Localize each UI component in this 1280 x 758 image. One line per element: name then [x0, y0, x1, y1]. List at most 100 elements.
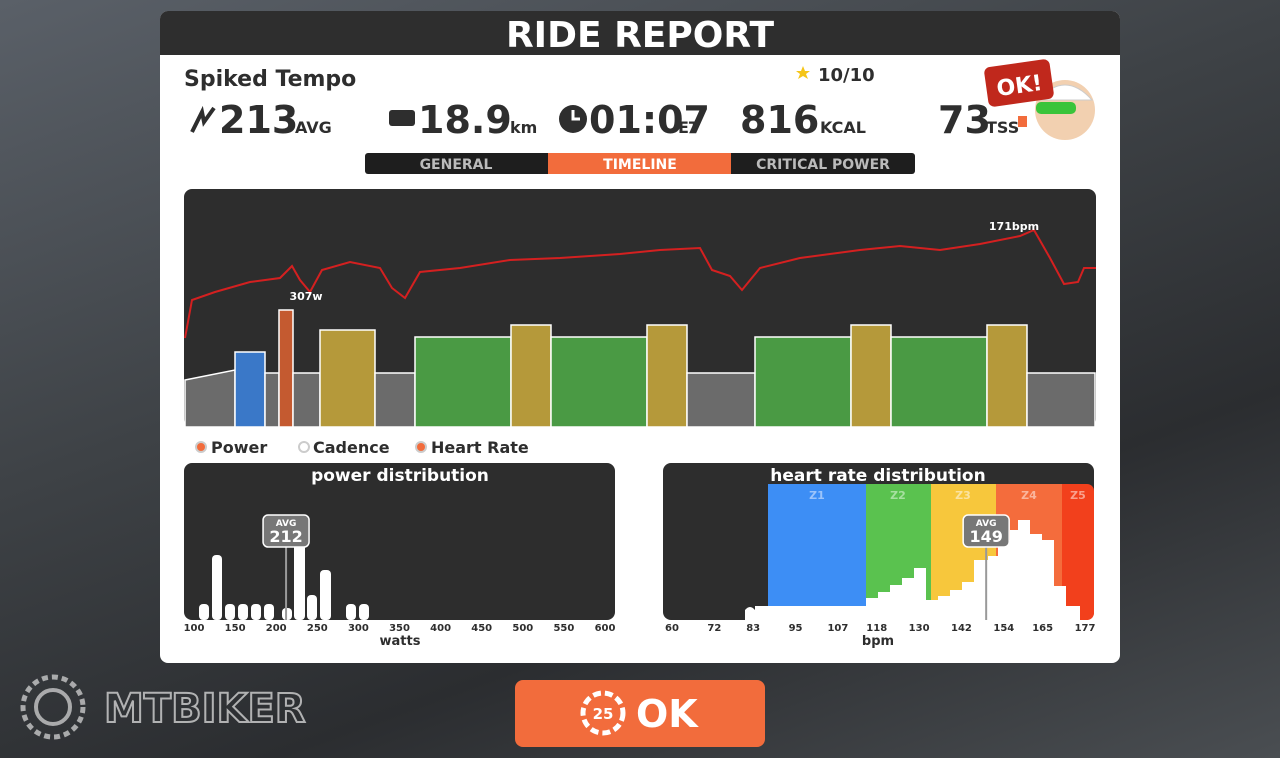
tick-label: 154 — [993, 623, 1014, 634]
legend-dot[interactable] — [195, 441, 207, 453]
stat-time: 01:07 — [589, 98, 710, 142]
avg-badge — [262, 514, 310, 548]
stat-time-unit: ET — [678, 118, 700, 137]
tick-label: 200 — [266, 623, 287, 634]
ok-button[interactable] — [515, 680, 765, 747]
tick-label: 100 — [184, 623, 205, 634]
block — [1026, 372, 1096, 428]
block — [510, 324, 552, 428]
tick-label: 150 — [225, 623, 246, 634]
rating: 10/10 — [818, 65, 875, 86]
avg-label: AVG — [976, 519, 997, 529]
watermark-logo — [20, 674, 86, 740]
zone — [768, 484, 866, 620]
workout-name: Spiked Tempo — [184, 67, 356, 92]
block — [184, 369, 236, 428]
hr-histogram — [745, 520, 1080, 620]
tab[interactable]: GENERAL — [420, 157, 493, 173]
power-icon — [190, 105, 216, 133]
tab[interactable]: CRITICAL POWER — [756, 157, 890, 173]
watermark-logo-inner — [34, 688, 72, 726]
block — [686, 372, 756, 428]
hr-ticks: 60 72 83 95 107 118 130 142 154 165 177 — [665, 623, 1095, 634]
avatar-glasses — [1036, 102, 1076, 114]
max-hr-label: 171bpm — [989, 220, 1039, 233]
tick-label: 350 — [389, 623, 410, 634]
tss-info — [1018, 116, 1027, 127]
block — [986, 324, 1028, 428]
stat-tss: 73 — [938, 98, 991, 142]
block — [234, 351, 266, 428]
avg-value: 212 — [269, 527, 302, 546]
avg-badge — [962, 514, 1010, 548]
stat-power: 213 — [219, 98, 298, 142]
power-dist-panel — [184, 463, 615, 620]
stat-kcal: 816 — [740, 98, 819, 142]
tab-active — [548, 153, 731, 174]
power-histogram — [199, 520, 369, 620]
tick-label: 83 — [746, 623, 760, 634]
power-blocks — [184, 309, 1096, 428]
block — [278, 309, 294, 428]
tick-label: 118 — [866, 623, 887, 634]
tick-label: 400 — [430, 623, 451, 634]
ok-badge — [984, 59, 1054, 107]
tick-label: 130 — [909, 623, 930, 634]
block — [890, 336, 988, 428]
hr-dist-title: heart rate distribution — [770, 466, 985, 486]
tick-label: 60 — [665, 623, 679, 634]
legend-item[interactable]: Cadence — [313, 438, 390, 457]
zone-label: Z5 — [1070, 489, 1086, 502]
tick-label: 550 — [553, 623, 574, 634]
tick-label: 177 — [1075, 623, 1096, 634]
zone — [1062, 484, 1094, 620]
block — [754, 336, 852, 428]
title: RIDE REPORT — [506, 15, 775, 56]
zone-label: Z4 — [1021, 489, 1037, 502]
block — [319, 329, 376, 428]
legend-dot[interactable] — [415, 441, 427, 453]
tick-label: 95 — [789, 623, 803, 634]
stat-kcal-unit: KCAL — [820, 118, 866, 137]
block — [264, 372, 280, 428]
hr-axis-label: bpm — [862, 634, 894, 649]
ok-button-label[interactable]: OK — [636, 692, 699, 736]
stat-power-unit: AVG — [295, 118, 332, 137]
clock-hands — [571, 110, 580, 121]
tick-label: 250 — [307, 623, 328, 634]
tab[interactable]: TIMELINE — [603, 157, 677, 173]
star-icon — [796, 66, 810, 79]
block — [646, 324, 688, 428]
avg-value: 149 — [969, 527, 1002, 546]
heart-rate-line — [184, 228, 1096, 339]
avg-label: AVG — [276, 519, 297, 529]
legend-item[interactable]: Heart Rate — [431, 438, 529, 457]
tick-label: 72 — [707, 623, 721, 634]
legend-item[interactable]: Power — [211, 438, 267, 457]
power-dist-title: power distribution — [311, 466, 489, 486]
block — [850, 324, 892, 428]
power-ticks: 100 150 200 250 300 350 400 450 500 550 600 — [184, 623, 616, 634]
stat-distance: 18.9 — [418, 98, 512, 142]
zone-label: Z2 — [890, 489, 906, 502]
zone-label: Z3 — [955, 489, 971, 502]
tick-label: 500 — [512, 623, 533, 634]
header-bar — [160, 11, 1120, 55]
tick-label: 142 — [951, 623, 972, 634]
zone-label: Z1 — [809, 489, 825, 502]
legend-dot[interactable] — [298, 441, 310, 453]
stat-distance-unit: km — [510, 118, 537, 137]
block — [374, 372, 416, 428]
tick-label: 600 — [595, 623, 616, 634]
block — [292, 372, 321, 428]
tick-label: 300 — [348, 623, 369, 634]
tick-label: 450 — [471, 623, 492, 634]
block — [550, 336, 648, 428]
tick-label: 107 — [827, 623, 848, 634]
countdown-ring — [580, 690, 626, 736]
tick-label: 165 — [1032, 623, 1053, 634]
stat-tss-unit: TSS — [986, 118, 1019, 137]
countdown: 25 — [593, 705, 614, 723]
